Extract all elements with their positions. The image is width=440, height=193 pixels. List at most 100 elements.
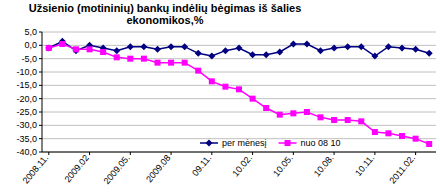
x-tick-label: 10.02. (230, 153, 254, 179)
data-point (195, 50, 202, 57)
chart-container: Užsienio (motininių) bankų indėlių bėgim… (0, 0, 440, 193)
x-tick-label: 10.08. (312, 153, 336, 179)
y-tick-label: -5,0 (21, 54, 37, 64)
data-point (371, 53, 378, 60)
x-tick (211, 152, 212, 155)
data-point (250, 96, 256, 102)
data-point (385, 43, 392, 50)
data-point (222, 84, 228, 90)
data-point (87, 46, 93, 52)
data-point (100, 49, 106, 55)
data-point (182, 60, 188, 66)
grid-line (42, 32, 436, 33)
grid-line (42, 72, 436, 73)
x-tick-label: 2009.08 (144, 153, 173, 184)
grid-line (42, 112, 436, 113)
x-tick (374, 152, 375, 155)
data-point (141, 56, 147, 62)
data-point (154, 46, 161, 53)
x-tick (130, 152, 131, 155)
title: Užsienio (motininių) bankų indėlių bėgim… (29, 2, 302, 26)
data-point (412, 46, 419, 53)
grid-line (42, 125, 436, 126)
x-tick (415, 152, 416, 155)
grid-line (42, 85, 436, 86)
data-point (73, 46, 79, 52)
x-tick-label: 2009.02 (63, 153, 92, 184)
series-line (49, 41, 429, 56)
legend-marker (206, 140, 213, 147)
data-point (290, 110, 296, 116)
data-point (209, 78, 215, 84)
grid-line (42, 152, 436, 153)
data-point (385, 130, 391, 136)
data-point (303, 41, 310, 48)
x-tick (252, 152, 253, 155)
data-point (72, 47, 79, 54)
series-line (49, 44, 429, 144)
y-tick-label: -25,0 (16, 107, 37, 117)
x-tick (293, 152, 294, 155)
y-tick-label: -20,0 (16, 94, 37, 104)
y-tick-label: 0,0 (24, 40, 37, 50)
data-point (317, 47, 324, 54)
data-point (113, 47, 120, 54)
x-tick-label: 10.11. (353, 153, 376, 178)
data-point (154, 60, 160, 66)
chart-svg: Užsienio (motininių) bankų indėlių bėgim… (0, 0, 440, 193)
data-point (426, 50, 433, 57)
data-point (372, 129, 378, 135)
data-point (140, 43, 147, 50)
data-point (168, 43, 175, 50)
y-tick-label: -15,0 (16, 80, 37, 90)
data-point (127, 43, 134, 50)
data-point (290, 41, 297, 48)
plot-area (45, 38, 432, 147)
data-point (276, 49, 283, 56)
data-point (277, 112, 283, 118)
data-point (358, 43, 365, 50)
y-tick-label: -10,0 (16, 67, 37, 77)
data-point (344, 43, 351, 50)
grid-line (42, 98, 436, 99)
x-tick (334, 152, 335, 155)
data-point (236, 45, 243, 52)
x-tick-label: 2008.11. (21, 153, 51, 186)
x-tick (48, 152, 49, 155)
data-point (304, 109, 310, 115)
data-point (331, 117, 337, 123)
data-point (208, 53, 215, 60)
data-point (59, 41, 65, 47)
y-tick-label: -35,0 (16, 134, 37, 144)
data-point (168, 60, 174, 66)
y-tick-label: -40,0 (16, 147, 37, 157)
data-point (318, 114, 324, 120)
data-point (399, 133, 405, 139)
data-point (45, 45, 52, 52)
grid-line (42, 58, 436, 59)
data-point (195, 68, 201, 74)
data-point (413, 136, 419, 142)
data-point (263, 51, 270, 58)
x-tick (89, 152, 90, 155)
data-point (222, 47, 229, 54)
legend-label: per mėnesį (222, 138, 267, 148)
legend-marker (285, 140, 291, 146)
data-point (345, 117, 351, 123)
data-point (358, 118, 364, 124)
y-axis (42, 32, 43, 152)
data-point (426, 141, 432, 147)
data-point (181, 43, 188, 50)
x-axis (42, 152, 436, 153)
data-point (399, 45, 406, 52)
y-tick-label: -30,0 (16, 120, 37, 130)
data-point (127, 56, 133, 62)
data-point (236, 86, 242, 92)
data-point (46, 45, 52, 51)
x-tick (171, 152, 172, 155)
y-tick-label: 5,0 (24, 27, 37, 37)
data-point (114, 54, 120, 60)
x-tick-label: 10.05. (271, 153, 295, 179)
x-tick-label: 2009.05. (102, 153, 132, 186)
x-tick-label: 2011.02. (387, 153, 417, 186)
